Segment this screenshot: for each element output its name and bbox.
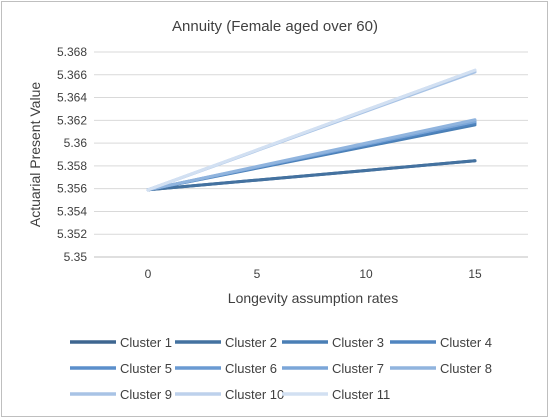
- legend-label: Cluster 11: [332, 387, 390, 402]
- x-tick-label: 0: [145, 267, 152, 281]
- legend-label: Cluster 5: [120, 361, 172, 376]
- y-tick-label: 5.352: [57, 227, 87, 241]
- series-line-cluster-2: [146, 159, 477, 192]
- x-tick-label: 10: [359, 267, 373, 281]
- chart-title: Annuity (Female aged over 60): [172, 18, 378, 35]
- y-tick-label: 5.368: [57, 45, 87, 59]
- legend-label: Cluster 6: [225, 361, 277, 376]
- y-axis-label: Actuarial Present Value: [27, 82, 43, 227]
- legend-label: Cluster 9: [120, 387, 172, 402]
- y-tick-label: 5.366: [57, 68, 87, 82]
- series-lines: [146, 68, 477, 192]
- x-tick-label: 5: [254, 267, 261, 281]
- series-line-cluster-8: [146, 118, 477, 192]
- legend-label: Cluster 1: [120, 335, 172, 350]
- y-tick-label: 5.35: [64, 250, 88, 264]
- x-axis-label: Longevity assumption rates: [228, 290, 398, 306]
- y-tick-label: 5.358: [57, 159, 87, 173]
- x-tick-label: 15: [468, 267, 482, 281]
- legend-label: Cluster 3: [332, 335, 384, 350]
- legend-label: Cluster 8: [440, 361, 492, 376]
- legend-label: Cluster 4: [440, 335, 492, 350]
- y-tick-label: 5.364: [57, 91, 87, 105]
- y-tick-label: 5.354: [57, 204, 87, 218]
- y-tick-label: 5.356: [57, 182, 87, 196]
- legend: Cluster 1 Cluster 2 Cluster 3 Cluster 4 Clus…: [70, 335, 492, 402]
- legend-label: Cluster 10: [225, 387, 284, 402]
- series-line-cluster-11: [146, 68, 477, 192]
- gridlines: [94, 51, 528, 235]
- tick-labels: 5.35 5.352 5.354 5.356 5.358 5.36 5.362 5.364 5.…: [57, 45, 482, 281]
- legend-label: Cluster 2: [225, 335, 277, 350]
- y-tick-label: 5.36: [64, 136, 88, 150]
- y-tick-label: 5.362: [57, 113, 87, 127]
- legend-label: Cluster 7: [332, 361, 384, 376]
